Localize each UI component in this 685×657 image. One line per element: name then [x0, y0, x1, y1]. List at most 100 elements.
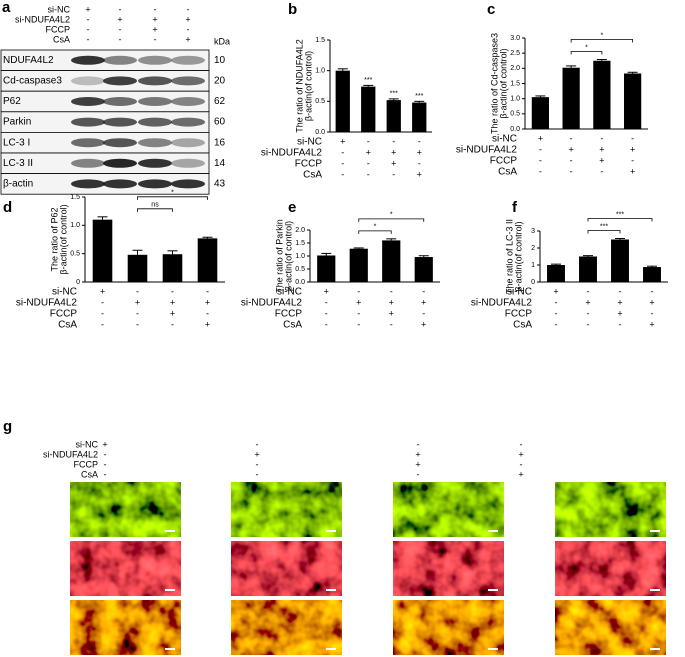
treatment-sign: - [119, 34, 122, 44]
treatment-name: si-NDUFA4L2 [15, 14, 70, 24]
y-axis-label: The ratio of Cd-caspase3 [489, 33, 499, 134]
y-tick-label: 1.0 [510, 96, 520, 103]
y-axis-label: The ratio of LC-3 II [504, 219, 514, 294]
treatment-sign: - [101, 308, 104, 318]
treatment-sign: - [136, 286, 139, 296]
treatment-sign: - [341, 147, 344, 157]
panel-label: e [288, 199, 296, 216]
significance-label: *** [415, 93, 423, 100]
treatment-sign: - [619, 319, 622, 329]
significance-label: *** [390, 91, 398, 98]
y-tick-label: 0.0 [510, 126, 520, 133]
scale-bar [650, 648, 660, 650]
scale-bar [165, 589, 175, 591]
treatment-sign: + [599, 155, 604, 165]
treatment-sign: + [389, 297, 394, 307]
treatment-sign: - [631, 155, 634, 165]
comparison-bracket [358, 218, 425, 222]
blot-band [71, 138, 105, 148]
treatment-sign: + [649, 319, 654, 329]
treatment-sign: + [391, 147, 396, 157]
treatment-sign: - [136, 308, 139, 318]
treatment-sign: - [357, 286, 360, 296]
protein-name: NDUFA4L2 [3, 55, 54, 66]
unit-label: kDa [214, 36, 230, 46]
treatment-sign: - [256, 469, 259, 479]
treatment-sign: - [357, 308, 360, 318]
treatment-sign: - [136, 319, 139, 329]
treatment-sign: - [187, 4, 190, 14]
y-axis-label: The ratio of P62 [49, 207, 59, 271]
protein-kda: 10 [214, 55, 226, 66]
treatment-sign: - [587, 308, 590, 318]
y-tick-label: 1.5 [315, 37, 325, 44]
blot-band [138, 76, 172, 86]
treatment-sign: - [520, 459, 523, 469]
blot-band [71, 158, 105, 168]
treatment-sign: + [421, 319, 426, 329]
treatment-name: FCCP [74, 459, 99, 469]
comparison-bracket [587, 218, 653, 222]
scale-bar [165, 648, 175, 650]
blot-band [71, 76, 105, 86]
treatment-sign: + [254, 449, 259, 459]
treatment-sign: + [100, 286, 105, 296]
treatment-sign: - [256, 439, 259, 449]
micrograph [231, 600, 342, 655]
treatment-sign: - [651, 286, 654, 296]
scale-bar [326, 530, 336, 532]
treatment-sign: + [152, 24, 157, 34]
y-tick-label: 1.0 [70, 222, 80, 229]
y-axis-label: β-actin(of control) [283, 221, 293, 291]
micrograph [231, 541, 342, 596]
treatment-sign: - [171, 319, 174, 329]
treatment-sign: - [619, 286, 622, 296]
y-tick-label: 0.5 [510, 111, 520, 118]
treatment-sign: - [325, 308, 328, 318]
treatment-name: si-NC [76, 439, 99, 449]
protein-kda: 20 [214, 76, 226, 87]
panel-label: c [487, 1, 495, 18]
comparison-bracket [570, 51, 603, 55]
scale-bar [488, 648, 498, 650]
treatment-sign: + [630, 166, 635, 176]
treatment-sign: + [135, 297, 140, 307]
treatment-sign: - [367, 136, 370, 146]
bar [382, 240, 401, 282]
y-tick-label: 1.5 [295, 240, 305, 247]
blot-band [171, 138, 205, 148]
treatment-sign: + [205, 319, 210, 329]
treatment-sign: + [324, 286, 329, 296]
treatment-sign: - [651, 308, 654, 318]
y-tick-label: 0 [531, 279, 535, 286]
y-axis-label: The ratio of NDUFA4L2 [294, 39, 304, 133]
significance-label: *** [364, 77, 372, 84]
comparison-label: * [601, 32, 604, 39]
micrograph [393, 541, 504, 596]
protein-kda: 14 [214, 158, 226, 169]
bar [386, 100, 401, 132]
treatment-sign: - [555, 319, 558, 329]
panel-label: f [512, 199, 518, 216]
blot-band [103, 117, 137, 127]
comparison-label: * [390, 212, 393, 219]
treatment-sign: - [600, 133, 603, 143]
treatment-sign: + [417, 169, 422, 179]
blot-band [71, 117, 105, 127]
treatment-name: si-NDUFA4L2 [471, 298, 533, 309]
comparison-label: *** [600, 223, 608, 230]
panel-label: a [2, 0, 11, 16]
comparison-label: * [171, 190, 174, 197]
y-tick-label: 2.0 [295, 227, 305, 234]
treatment-sign: - [570, 166, 573, 176]
treatment-sign: + [170, 297, 175, 307]
treatment-sign: - [539, 166, 542, 176]
treatment-sign: + [585, 297, 590, 307]
scale-bar [326, 648, 336, 650]
blot-band [103, 55, 137, 65]
treatment-name: CsA [498, 167, 517, 178]
y-tick-label: 0.5 [70, 251, 80, 258]
treatment-sign: + [185, 14, 190, 24]
treatment-sign: - [357, 319, 360, 329]
treatment-sign: + [518, 469, 523, 479]
